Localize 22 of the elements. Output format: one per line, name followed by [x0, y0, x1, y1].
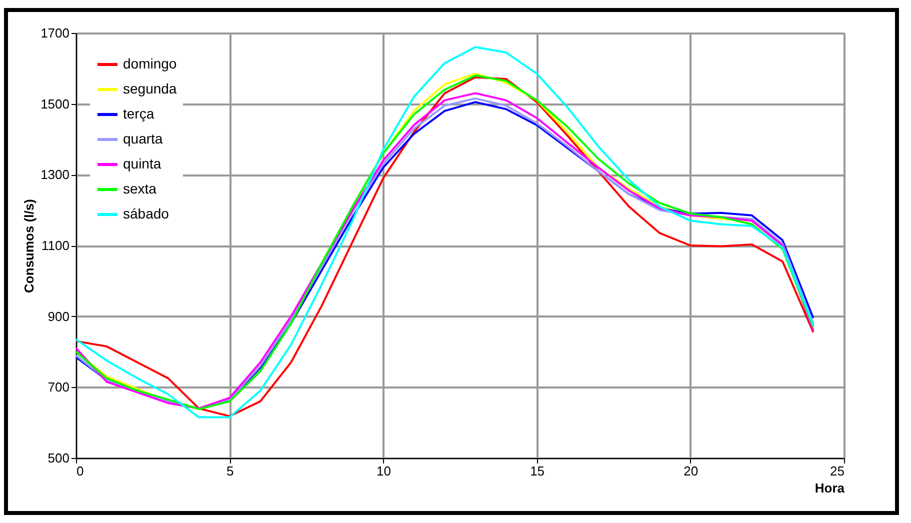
legend-label: sábado [123, 206, 170, 222]
y-tick-label: 700 [48, 380, 70, 395]
y-tick-label: 1700 [40, 26, 70, 40]
y-tick-label: 1300 [40, 167, 70, 182]
x-tick-label: 25 [830, 464, 844, 478]
legend-label: sexta [123, 180, 157, 196]
x-tick-label: 0 [76, 464, 84, 478]
x-tick-label: 15 [530, 464, 545, 478]
y-tick-label: 1100 [42, 238, 70, 253]
legend-label: quinta [123, 156, 162, 172]
legend-label: quarta [123, 130, 163, 146]
y-tick-label: 900 [48, 308, 70, 324]
x-tick-label: 5 [226, 464, 234, 478]
x-tick-label: 10 [376, 464, 391, 478]
x-tick-label: 20 [684, 464, 698, 478]
legend-label: segunda [123, 80, 177, 96]
y-tick-label: 500 [48, 450, 70, 466]
legend-label: terça [123, 106, 154, 122]
x-axis-title: Hora [814, 480, 846, 496]
legend-label: domingo [123, 56, 177, 72]
y-tick-label: 1500 [40, 96, 70, 112]
y-axis-title: Consumos (l/s) [22, 199, 37, 293]
